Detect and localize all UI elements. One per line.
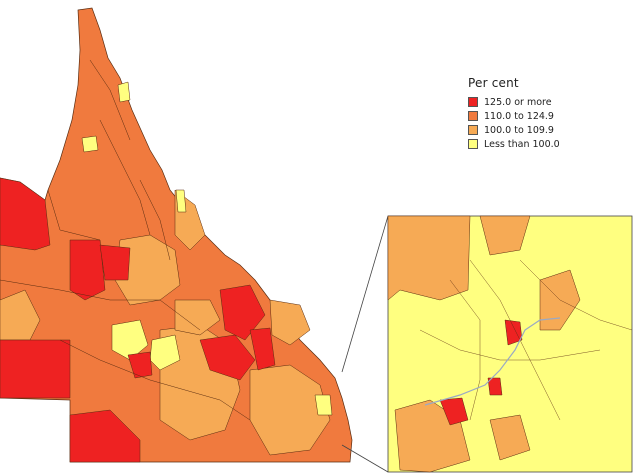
legend-label: Less than 100.0 — [484, 138, 560, 150]
legend-label: 110.0 to 124.9 — [484, 110, 554, 122]
region-banana — [249, 327, 276, 371]
inset-suburb-lines-2 — [419, 329, 601, 361]
region-cape-york-east — [117, 81, 131, 103]
inset-map-brisbane — [387, 215, 633, 473]
inset-region-north — [479, 215, 531, 256]
map-legend: Per cent 125.0 or more 110.0 to 124.9 10… — [468, 76, 560, 151]
inset-suburb-lines-3 — [449, 279, 481, 421]
internal-boundary-4 — [110, 299, 201, 331]
inset-region-south — [489, 414, 531, 461]
region-southeast-inland — [249, 364, 331, 456]
region-torres-south — [81, 135, 99, 153]
inset-region-south-west-red — [487, 377, 503, 396]
region-central-highlands-west — [127, 351, 153, 379]
inset-region-west — [387, 215, 471, 301]
legend-swatch — [468, 125, 478, 135]
region-isaac — [219, 284, 266, 341]
region-mckinlay — [99, 244, 131, 281]
region-barcaldine — [111, 319, 149, 361]
region-sunshine-coast — [314, 394, 333, 416]
internal-boundary-1 — [47, 189, 101, 241]
legend-item: 110.0 to 124.9 — [468, 109, 560, 123]
region-carpentaria-south — [69, 239, 106, 301]
inset-brisbane-river — [424, 317, 561, 406]
region-bowen-basin — [199, 334, 256, 381]
region-far-north-west — [0, 289, 41, 341]
legend-title: Per cent — [468, 76, 519, 90]
legend-swatch — [468, 97, 478, 107]
region-central-west — [114, 234, 181, 306]
internal-boundary-8 — [89, 59, 131, 141]
inset-connector-top — [341, 215, 389, 373]
legend-item: 100.0 to 109.9 — [468, 123, 560, 137]
legend-label: 125.0 or more — [484, 96, 552, 108]
region-cairns-area — [175, 189, 187, 213]
region-fitzroy-inland — [174, 299, 221, 336]
region-northwest-mount-isa — [0, 177, 51, 251]
legend-item: Less than 100.0 — [468, 137, 560, 151]
inset-suburb-lines-4 — [519, 259, 633, 331]
internal-boundary-6 — [149, 379, 251, 421]
internal-boundary-2 — [99, 119, 151, 236]
region-capricorn — [269, 299, 311, 346]
legend-swatch — [468, 139, 478, 149]
region-southwest-bulloo — [0, 339, 71, 399]
inset-connector-bottom — [341, 444, 389, 473]
internal-boundary-7 — [139, 179, 171, 261]
internal-boundary-5 — [59, 339, 151, 381]
region-southwest-paroo — [69, 409, 141, 463]
legend-swatch — [468, 111, 478, 121]
legend-item: 125.0 or more — [468, 95, 560, 109]
inset-region-inner-city — [504, 319, 523, 346]
legend-label: 100.0 to 109.9 — [484, 124, 554, 136]
internal-boundary-3 — [0, 279, 111, 301]
inset-region-ipswich-red — [439, 397, 469, 426]
